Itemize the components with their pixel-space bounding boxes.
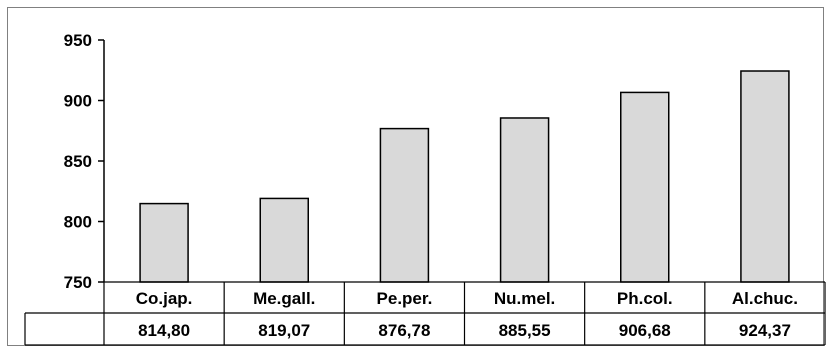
data-table: Co.jap. 814,80 Me.gall. 819,07 Pe.per. 876,78… — [24, 281, 826, 346]
category-label: Pe.per. — [377, 289, 433, 308]
value-label: 819,07 — [258, 321, 310, 340]
category-label: Ph.col. — [617, 289, 673, 308]
bar-co-jap — [139, 202, 189, 283]
y-axis: 750 800 850 900 950 — [64, 31, 105, 292]
y-tick-label: 850 — [64, 152, 92, 171]
value-label: 906,68 — [619, 321, 671, 340]
category-label: Me.gall. — [253, 289, 315, 308]
y-tick-label: 750 — [64, 273, 92, 292]
y-tick-label: 950 — [64, 31, 92, 50]
bar-nu-mel — [499, 117, 550, 283]
bar-ph-col — [620, 91, 670, 283]
category-label: Al.chuc. — [732, 289, 798, 308]
category-label: Nu.mel. — [494, 289, 555, 308]
value-label: 924,37 — [739, 321, 791, 340]
value-label: 876,78 — [378, 321, 430, 340]
bar-pe-per — [379, 127, 430, 283]
bar-me-gall — [259, 197, 309, 283]
y-tick-label: 800 — [64, 213, 92, 232]
value-label: 885,55 — [499, 321, 551, 340]
value-label: 814,80 — [138, 321, 190, 340]
bar-al-chuc — [740, 70, 790, 283]
category-label: Co.jap. — [136, 289, 193, 308]
y-tick-label: 900 — [64, 92, 92, 111]
